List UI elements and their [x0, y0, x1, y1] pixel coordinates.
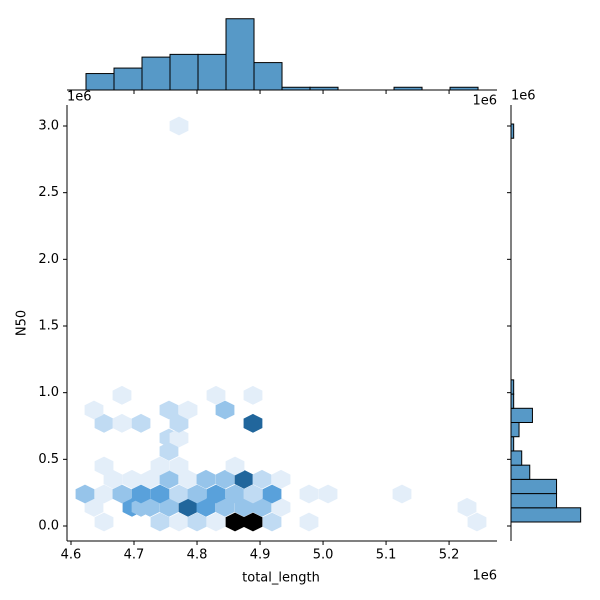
hexbin-cell: [150, 484, 170, 504]
hexbin-cell: [159, 469, 179, 489]
histogram-bar: [510, 478, 558, 495]
hexbin-cell: [206, 512, 226, 532]
hexbin-cell: [234, 469, 254, 489]
y-tick-label: 3.0: [38, 119, 59, 134]
histogram-bar: [510, 507, 582, 523]
hexbin-cell: [243, 413, 263, 433]
hexbin-cell: [169, 456, 189, 476]
x-tick-label: 4.6: [61, 548, 82, 563]
hexbin-cell: [159, 497, 179, 517]
hexbin-cell: [140, 469, 160, 489]
hexbin-cell: [112, 413, 132, 433]
hexbin-cell: [262, 484, 282, 504]
hexbin-cell: [122, 469, 142, 489]
x-offset-text: 1e6: [472, 569, 497, 584]
y-offset-text: 1e6: [67, 90, 92, 105]
hexbin-cell: [234, 497, 254, 517]
hexbin-cell: [169, 484, 189, 504]
hexbin-cell: [243, 385, 263, 405]
hexbin-cell: [243, 484, 263, 504]
hexbin-cell: [299, 484, 319, 504]
hexbin-cell: [178, 400, 198, 420]
hexbin-cell: [140, 497, 160, 517]
hexbin-cell: [112, 484, 132, 504]
hexbin-cell: [150, 512, 170, 532]
hexbin-cell: [187, 512, 207, 532]
hexbin-cell: [84, 400, 104, 420]
histogram-bar: [225, 18, 255, 91]
hexbin-cell: [169, 512, 189, 532]
hexbin-cell: [225, 456, 245, 476]
hexbin-cell: [159, 441, 179, 461]
hexbin-cell: [131, 484, 151, 504]
y-offset-text: 1e6: [511, 89, 536, 104]
histogram-bar: [113, 67, 143, 91]
y-tick-label: 0.5: [38, 452, 59, 467]
y-tick-label: 1.0: [38, 385, 59, 400]
hexbin-cell: [159, 400, 179, 420]
hexbin-cell: [94, 413, 114, 433]
hexbin-cell: [252, 469, 272, 489]
hexbin-cell: [262, 512, 282, 532]
x-tick-label: 4.7: [124, 548, 145, 563]
histogram-bar: [510, 493, 558, 509]
hexbin-cell: [271, 469, 291, 489]
hexbin-cell: [94, 484, 114, 504]
hexbin-cell: [299, 512, 319, 532]
y-axis-label: N50: [15, 310, 30, 336]
x-tick-label: 5.0: [313, 548, 334, 563]
hexbin-cell: [225, 512, 245, 532]
hexbin-cell: [196, 469, 216, 489]
histogram-bar: [197, 53, 227, 91]
hexbin-cell: [112, 385, 132, 405]
hexbin-cell: [94, 456, 114, 476]
hexbin-cell: [457, 497, 477, 517]
hexbin-cell: [178, 469, 198, 489]
hexbin-cell: [169, 413, 189, 433]
histogram-bar: [85, 73, 115, 91]
hexbin-cell: [178, 497, 198, 517]
hexbin-cell: [215, 469, 235, 489]
hexbin-cell: [187, 484, 207, 504]
hexbin-cell: [169, 428, 189, 448]
hexbin-cell: [196, 497, 216, 517]
x-tick-label: 4.9: [250, 548, 271, 563]
x-tick-label: 5.2: [439, 548, 460, 563]
hexbin-cell: [215, 497, 235, 517]
hexbin-cell: [225, 484, 245, 504]
histogram-bar: [510, 450, 523, 466]
histogram-bar: [169, 53, 199, 91]
histogram-bar: [253, 62, 283, 91]
hexbin-cell: [271, 497, 291, 517]
hexbin-cell: [215, 400, 235, 420]
hexbin-cell: [131, 413, 151, 433]
hexbin-cell: [252, 497, 272, 517]
hexbin-cell: [318, 484, 338, 504]
hexbin-cell: [103, 469, 123, 489]
hexbin-cell: [75, 484, 95, 504]
histogram-bar: [510, 407, 533, 424]
y-tick-label: 0.0: [38, 519, 59, 534]
hexbin-cell: [94, 512, 114, 532]
y-tick-label: 2.0: [38, 252, 59, 267]
x-tick-label: 5.1: [376, 548, 397, 563]
histogram-bar: [510, 422, 520, 438]
x-axis-label: total_length: [242, 571, 320, 586]
histogram-bar: [510, 464, 531, 480]
hexbin-cell: [169, 116, 189, 136]
hexbin-cell: [243, 512, 263, 532]
x-tick-label: 4.8: [187, 548, 208, 563]
y-tick-label: 2.5: [38, 185, 59, 200]
hexbin-cell: [206, 484, 226, 504]
x-offset-text: 1e6: [472, 94, 497, 109]
hexbin-cell: [392, 484, 412, 504]
hexbin-cell: [206, 385, 226, 405]
y-tick-label: 1.5: [38, 319, 59, 334]
hexbin-cell: [84, 497, 104, 517]
hexbin-cell: [150, 456, 170, 476]
hexbin-cell: [467, 512, 487, 532]
histogram-bar: [141, 56, 171, 91]
